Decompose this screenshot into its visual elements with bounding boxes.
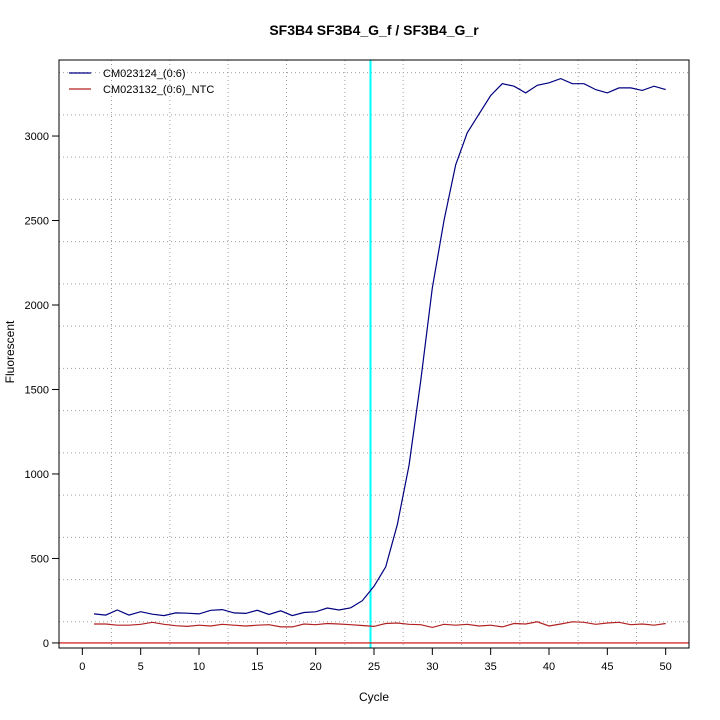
x-tick-label: 20: [310, 661, 322, 673]
legend-entry-2: CM023132_(0:6)_NTC: [103, 84, 214, 96]
reference-lines: [59, 60, 689, 648]
y-axis-label: Fluorescent: [3, 320, 17, 383]
y-tick-label: 1500: [25, 384, 49, 396]
x-tick-label: 40: [543, 661, 555, 673]
x-tick-label: 45: [601, 661, 613, 673]
plot-frame: [58, 59, 690, 649]
y-tick-label: 3000: [25, 131, 49, 143]
x-tick-label: 15: [251, 661, 263, 673]
legend-entry-1: CM023124_(0:6): [103, 68, 186, 80]
series-line-1: [93, 77, 666, 617]
x-tick-label: 35: [485, 661, 497, 673]
y-tick-label: 2500: [25, 216, 49, 228]
y-tick-label: 1000: [25, 469, 49, 481]
x-tick-label: 25: [368, 661, 380, 673]
x-tick-label: 10: [193, 661, 205, 673]
chart-title: SF3B4 SF3B4_G_f / SF3B4_G_r: [269, 22, 479, 38]
x-tick-label: 0: [79, 661, 85, 673]
y-tick-label: 500: [31, 553, 49, 565]
x-tick-label: 50: [660, 661, 672, 673]
x-tick-label: 30: [426, 661, 438, 673]
series-line-2: [94, 621, 666, 629]
series-lines: [93, 77, 666, 629]
x-axis-label: Cycle: [359, 690, 389, 704]
grid: [59, 60, 689, 648]
y-tick-label: 2000: [25, 300, 49, 312]
x-tick-label: 5: [138, 661, 144, 673]
y-tick-label: 0: [43, 638, 49, 650]
legend: CM023124_(0:6) CM023132_(0:6)_NTC: [69, 68, 214, 96]
axes: 0 5 10 15 20 25 30 35 40 45 5005001000150020002500…: [25, 131, 672, 673]
